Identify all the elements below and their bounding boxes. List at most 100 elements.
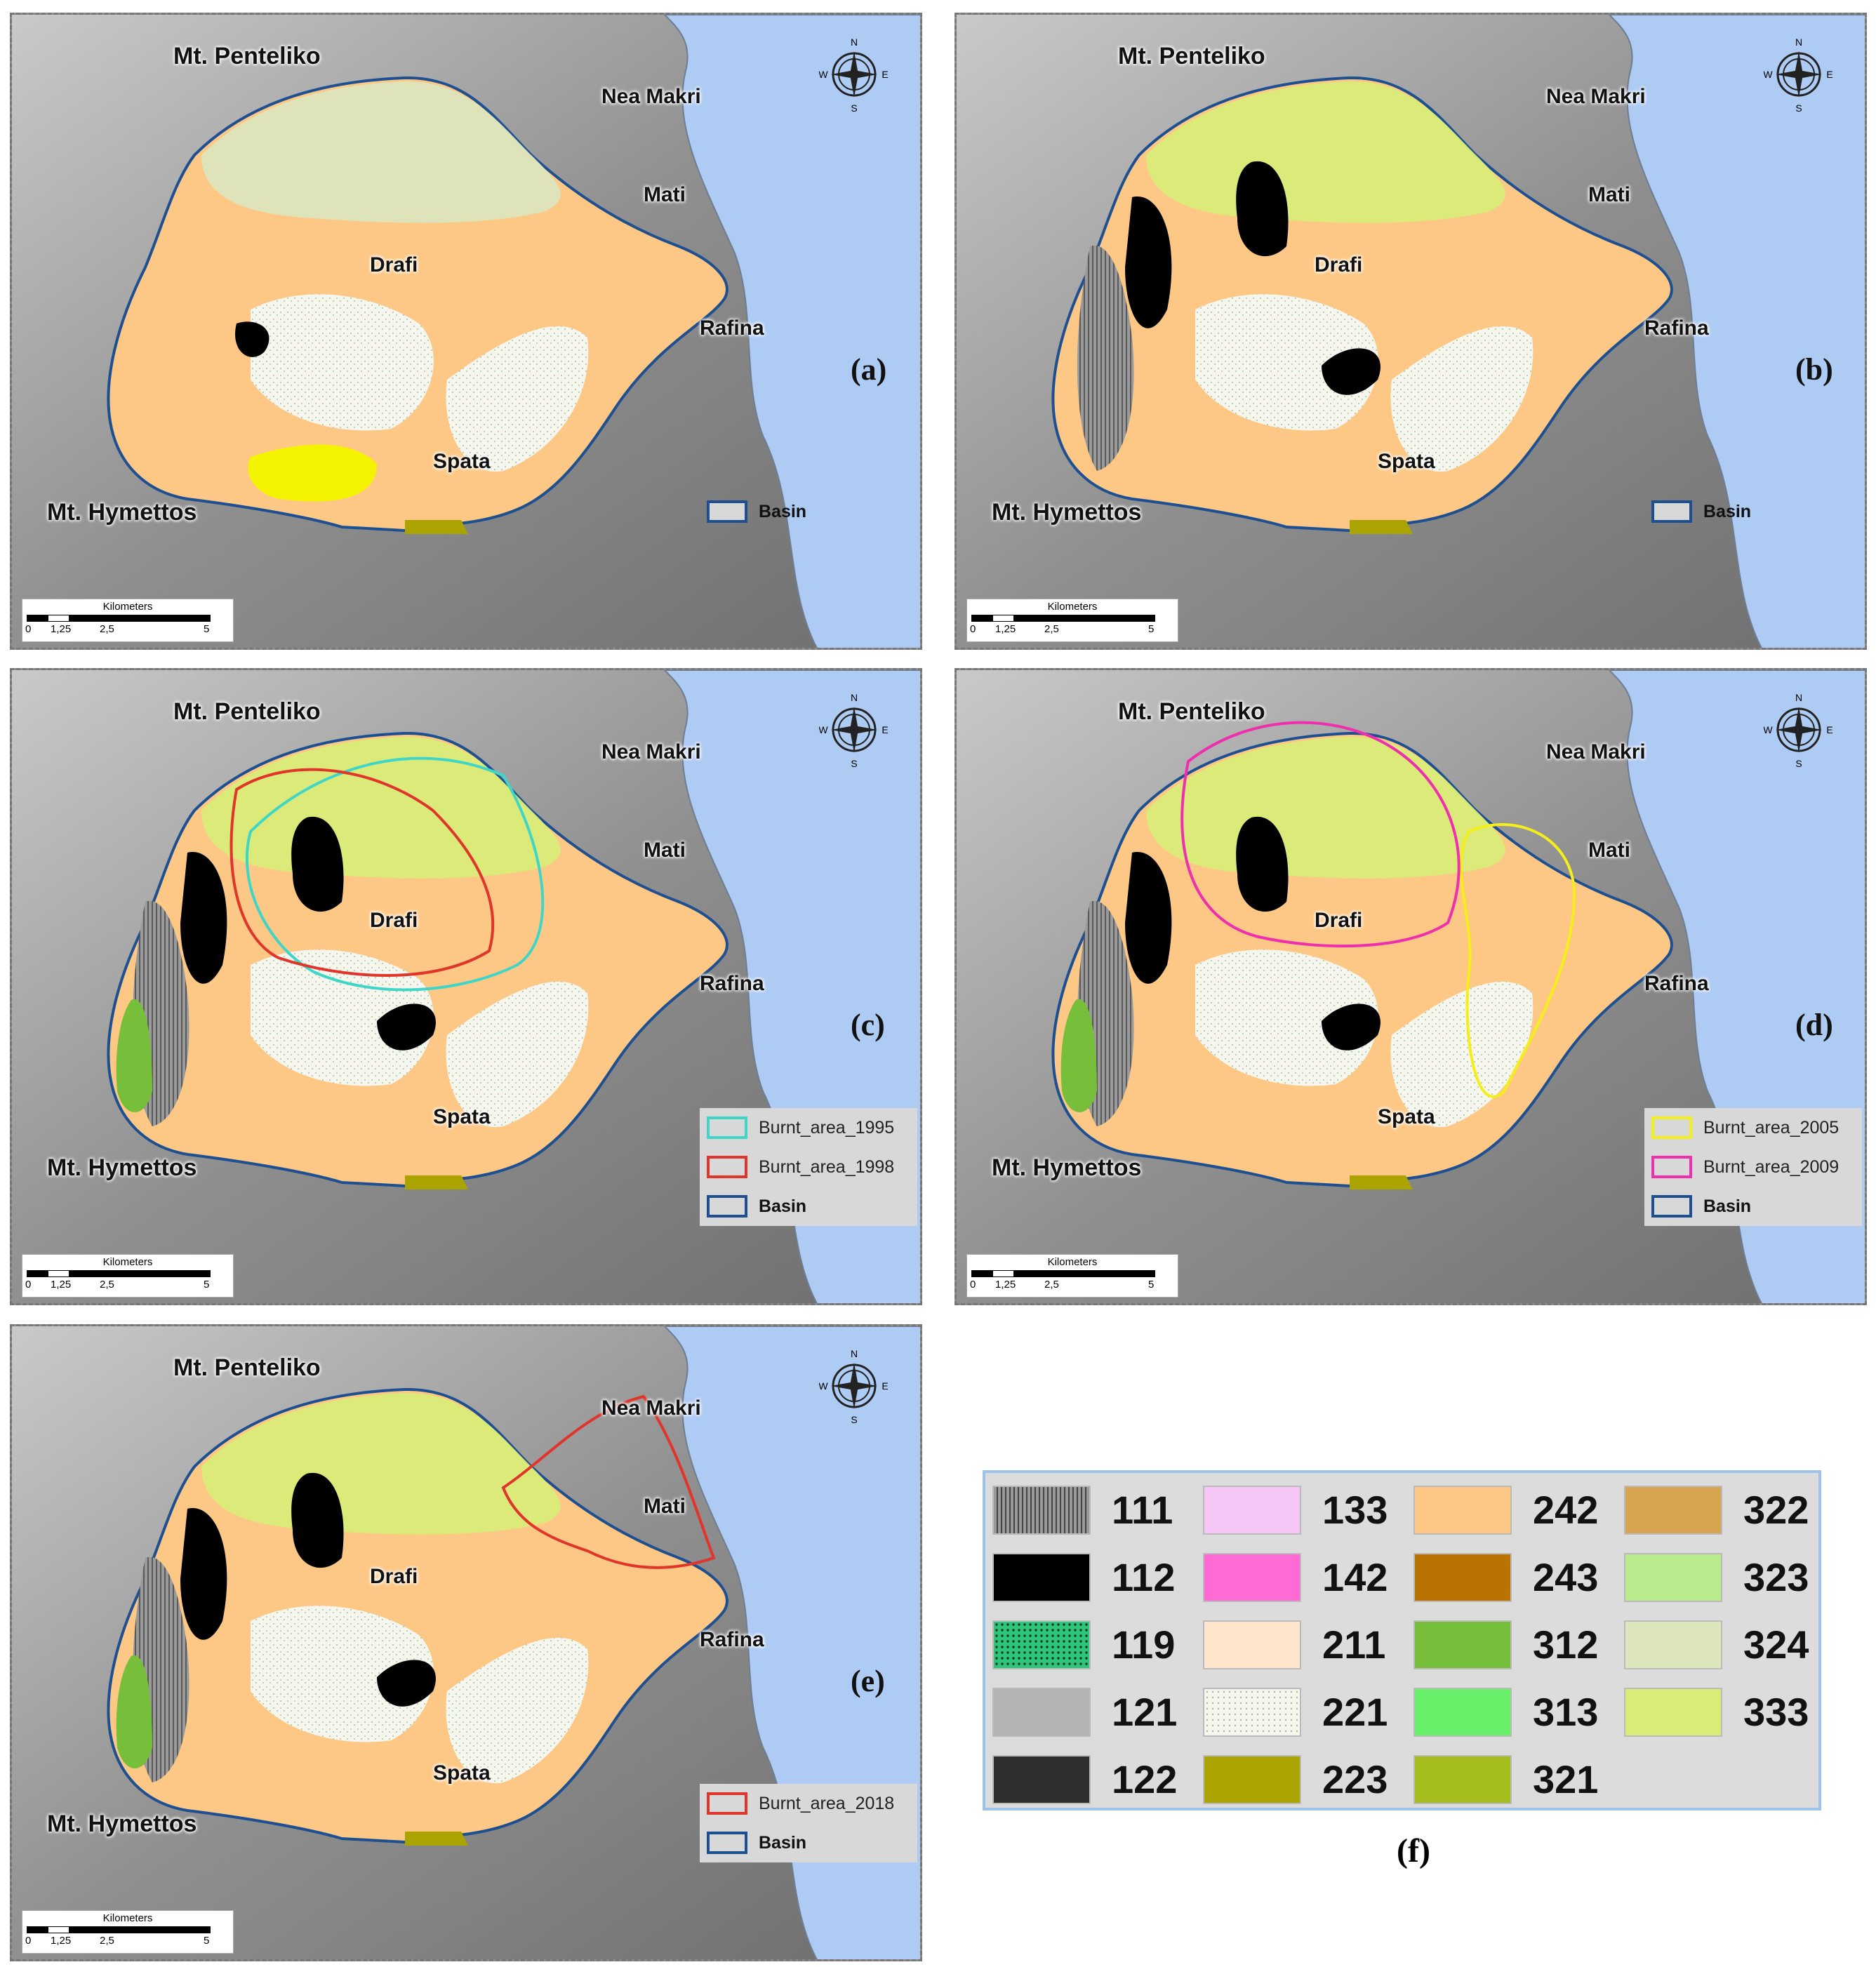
legend-label: Basin <box>1703 502 1752 521</box>
scale-segment <box>1056 1270 1155 1277</box>
land-cover-swatch <box>1624 1553 1722 1602</box>
land-cover-swatch <box>992 1486 1091 1535</box>
scale-segment <box>27 1270 49 1277</box>
burnt-area-outline <box>229 768 495 977</box>
scale-segment <box>1013 1270 1057 1277</box>
north-arrow-icon: N S E W <box>818 1347 889 1425</box>
place-label-penteliko: Mt. Penteliko <box>1118 43 1265 69</box>
land-cover-code: 323 <box>1743 1555 1809 1599</box>
agri-strip <box>1350 1175 1413 1189</box>
legend-swatch <box>1651 500 1692 523</box>
scale-title: Kilometers <box>102 1912 153 1924</box>
scale-tick: 2,5 <box>1044 1279 1059 1291</box>
scale-tick: 2,5 <box>100 1279 114 1291</box>
compass-s: S <box>1795 758 1802 768</box>
panel-label: (c) <box>851 1008 885 1042</box>
compass-e: E <box>882 1380 888 1392</box>
land-cover-code: 122 <box>1112 1757 1178 1801</box>
scale-segment <box>48 615 70 622</box>
scale-title: Kilometers <box>1047 1256 1098 1268</box>
upper-vegetation <box>201 81 561 223</box>
compass-s: S <box>851 102 857 113</box>
map-legend: Basin <box>700 492 917 531</box>
land-cover-swatch <box>992 1620 1091 1669</box>
scale-segment <box>69 1926 112 1933</box>
burnt-area-outline <box>501 1394 716 1569</box>
legend-label: Burnt_area_1998 <box>759 1157 895 1177</box>
scale-tick: 5 <box>204 1279 210 1291</box>
land-cover-code: 313 <box>1533 1690 1599 1734</box>
map-legend: Burnt_area_2018 Basin <box>700 1784 917 1862</box>
scale-tick: 5 <box>204 1935 210 1947</box>
upper-vegetation <box>201 1393 561 1535</box>
legend-label: Basin <box>759 1833 807 1853</box>
forest <box>116 999 152 1112</box>
place-label-mati: Mati <box>644 183 686 206</box>
map-legend: Basin <box>1644 492 1862 531</box>
legend-swatch <box>1651 1116 1692 1139</box>
scale-segment <box>69 615 112 622</box>
map-legend: Burnt_area_1995 Burnt_area_1998 Basin <box>700 1108 917 1226</box>
scale-segment <box>48 1270 70 1277</box>
scale-tick: 1,25 <box>995 623 1016 635</box>
land-cover-swatch <box>1624 1620 1722 1669</box>
panel-label: (d) <box>1795 1008 1833 1042</box>
legend-label: Basin <box>759 502 807 521</box>
compass-n: N <box>1795 36 1802 48</box>
legend-item: Basin <box>1644 1189 1862 1223</box>
agri-strip <box>405 520 468 534</box>
land-cover-code: 322 <box>1743 1488 1809 1532</box>
place-label-penteliko: Mt. Penteliko <box>173 1354 321 1381</box>
scale-bar: Kilometers 0 1,25 2,5 5 <box>22 1254 234 1298</box>
urban-patch <box>235 321 270 357</box>
compass-e: E <box>882 69 888 80</box>
land-cover-swatch <box>1624 1688 1722 1737</box>
forest <box>116 1655 152 1768</box>
scale-segment <box>27 615 49 622</box>
panel-label: (e) <box>851 1664 885 1698</box>
scale-segment <box>1056 615 1155 622</box>
compass-w: W <box>819 1380 828 1392</box>
legend-swatch <box>707 1832 747 1854</box>
land-cover-swatch <box>1203 1688 1301 1737</box>
scale-bar: Kilometers 0 1,25 2,5 5 <box>966 599 1178 642</box>
legend-label: Burnt_area_2009 <box>1703 1157 1840 1177</box>
map-terrain <box>12 670 920 1303</box>
panel-label-f: (f) <box>1397 1832 1430 1869</box>
scale-tick: 5 <box>1148 1279 1155 1291</box>
map-legend: Burnt_area_2005 Burnt_area_2009 Basin <box>1644 1108 1862 1226</box>
land-cover-code: 324 <box>1743 1622 1809 1667</box>
scale-tick: 1,25 <box>51 1279 72 1291</box>
land-cover-code: 211 <box>1322 1622 1386 1667</box>
place-label-mati: Mati <box>1588 183 1630 206</box>
land-cover-code: 119 <box>1112 1622 1176 1667</box>
place-label-rafina: Rafina <box>700 1628 764 1651</box>
land-cover-item: 121 <box>992 1679 1196 1748</box>
map-terrain <box>12 1326 920 1959</box>
legend-label: Basin <box>759 1196 807 1216</box>
place-label-nea-makri: Nea Makri <box>601 85 701 108</box>
legend-swatch <box>707 1195 747 1218</box>
place-label-penteliko: Mt. Penteliko <box>1118 698 1265 725</box>
urban-hatched <box>1077 245 1134 471</box>
land-cover-code: 312 <box>1533 1622 1599 1667</box>
land-cover-swatch <box>1413 1755 1512 1804</box>
scale-segment <box>69 1270 112 1277</box>
land-cover-swatch <box>992 1755 1091 1804</box>
legend-swatch <box>1651 1195 1692 1218</box>
land-cover-code: 133 <box>1322 1488 1388 1532</box>
compass-w: W <box>1764 69 1773 80</box>
place-label-mati: Mati <box>644 1495 686 1518</box>
scale-segment <box>992 615 1015 622</box>
airport-area <box>1390 326 1534 472</box>
land-cover-swatch <box>992 1688 1091 1737</box>
place-label-spata: Spata <box>433 450 491 473</box>
land-cover-item: 243 <box>1413 1545 1617 1613</box>
place-label-rafina: Rafina <box>1644 972 1709 995</box>
land-cover-item: 111 <box>992 1477 1196 1546</box>
compass-e: E <box>1826 724 1832 735</box>
burnt-area-outline <box>245 756 545 992</box>
place-label-rafina: Rafina <box>700 972 764 995</box>
upper-vegetation <box>1146 81 1505 223</box>
compass-s: S <box>851 758 857 768</box>
